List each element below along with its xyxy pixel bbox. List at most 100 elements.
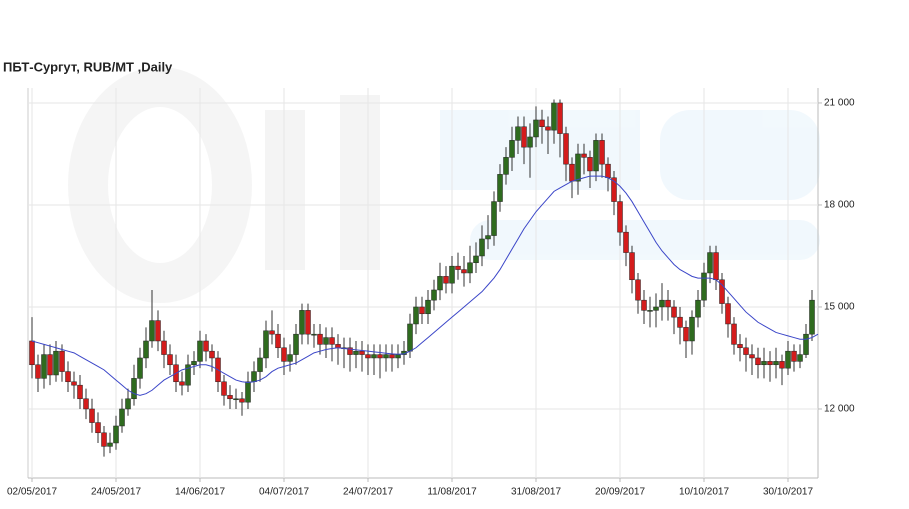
candle-body xyxy=(473,255,479,264)
candle-body xyxy=(779,361,785,369)
candle-body xyxy=(425,299,431,315)
candle-body xyxy=(251,371,257,383)
candle-body xyxy=(71,381,77,386)
candle-body xyxy=(695,299,701,318)
candle-body xyxy=(167,354,173,366)
candle-body xyxy=(539,119,545,128)
candle-body xyxy=(47,354,53,376)
candle-body xyxy=(653,306,659,311)
candle-body xyxy=(365,354,371,359)
x-tick-label: 30/10/2017 xyxy=(763,487,813,498)
candle-body xyxy=(149,320,155,342)
x-tick-label: 31/08/2017 xyxy=(511,487,561,498)
candle-body xyxy=(617,201,623,233)
candle-body xyxy=(611,177,617,202)
candle-body xyxy=(407,323,413,352)
candle-body xyxy=(587,157,593,172)
candle-body xyxy=(647,310,653,312)
candle-body xyxy=(497,174,503,202)
x-tick-label: 14/06/2017 xyxy=(175,487,225,498)
candle-body xyxy=(311,333,317,336)
x-tick-label: 24/05/2017 xyxy=(91,487,141,498)
x-tick-label: 20/09/2017 xyxy=(595,487,645,498)
candle-body xyxy=(791,350,797,362)
candle-body xyxy=(377,354,383,359)
x-tick-label: 04/07/2017 xyxy=(259,487,309,498)
candle-body xyxy=(593,140,599,172)
candle-body xyxy=(275,333,281,349)
candle-body xyxy=(209,350,215,359)
candle-body xyxy=(731,323,737,345)
candle-body xyxy=(533,119,539,138)
candle-body xyxy=(479,238,485,257)
candle-body xyxy=(803,333,809,355)
candle-body xyxy=(557,102,563,134)
candle-body xyxy=(665,299,671,308)
candle-body xyxy=(53,350,59,376)
candle-body xyxy=(347,347,353,355)
candle-body xyxy=(677,316,683,328)
candle-body xyxy=(629,252,635,281)
candle-body xyxy=(287,354,293,362)
candle-body xyxy=(221,381,227,396)
x-tick-label: 10/10/2017 xyxy=(679,487,729,498)
candle-body xyxy=(239,398,245,403)
candle-body xyxy=(503,157,509,175)
candle-body xyxy=(545,126,551,131)
candle-body xyxy=(725,303,731,325)
chart-title: ПБТ-Сургут, RUB/MT ,Daily xyxy=(3,59,173,74)
candle-body xyxy=(767,361,773,366)
candle-body xyxy=(443,276,449,284)
candle-body xyxy=(113,425,119,444)
x-tick-label: 24/07/2017 xyxy=(343,487,393,498)
candle-body xyxy=(467,262,473,274)
candle-body xyxy=(563,133,569,165)
candle-body xyxy=(293,333,299,355)
candle-body xyxy=(329,337,335,345)
candle-body xyxy=(437,276,443,291)
y-tick-label: 12 000 xyxy=(824,404,855,415)
candle-body xyxy=(569,163,575,182)
candle-body xyxy=(383,354,389,359)
candle-body xyxy=(413,306,419,325)
candle-body xyxy=(269,330,275,335)
candle-body xyxy=(29,340,35,366)
candle-body xyxy=(95,422,101,434)
candle-body xyxy=(101,432,107,447)
candle-body xyxy=(137,357,143,379)
candle-body xyxy=(185,364,191,386)
candle-body xyxy=(713,252,719,281)
candle-body xyxy=(83,398,89,410)
candle-body xyxy=(641,299,647,311)
candle-body xyxy=(371,354,377,359)
candle-body xyxy=(131,378,137,400)
candle-body xyxy=(455,265,461,270)
candle-body xyxy=(419,306,425,315)
candle-body xyxy=(317,333,323,345)
candle-body xyxy=(809,299,815,335)
candle-body xyxy=(605,163,611,179)
candle-body xyxy=(77,384,83,400)
candle-body xyxy=(143,340,149,359)
candle-body xyxy=(353,350,359,355)
candle-body xyxy=(701,272,707,301)
candle-body xyxy=(335,344,341,349)
candle-body xyxy=(119,408,125,427)
candle-body xyxy=(41,354,47,379)
candle-body xyxy=(521,126,527,148)
candle-body xyxy=(203,340,209,352)
candle-body xyxy=(245,381,251,403)
candle-body xyxy=(323,337,329,345)
candle-body xyxy=(299,310,305,335)
candle-body xyxy=(227,395,233,400)
candle-body xyxy=(197,340,203,362)
y-tick-label: 15 000 xyxy=(824,302,855,313)
candle-body xyxy=(599,140,605,165)
candle-body xyxy=(107,442,113,447)
candle-body xyxy=(491,201,497,236)
candle-body xyxy=(461,269,467,274)
candle-body xyxy=(797,354,803,362)
y-tick-label: 18 000 xyxy=(824,200,855,211)
